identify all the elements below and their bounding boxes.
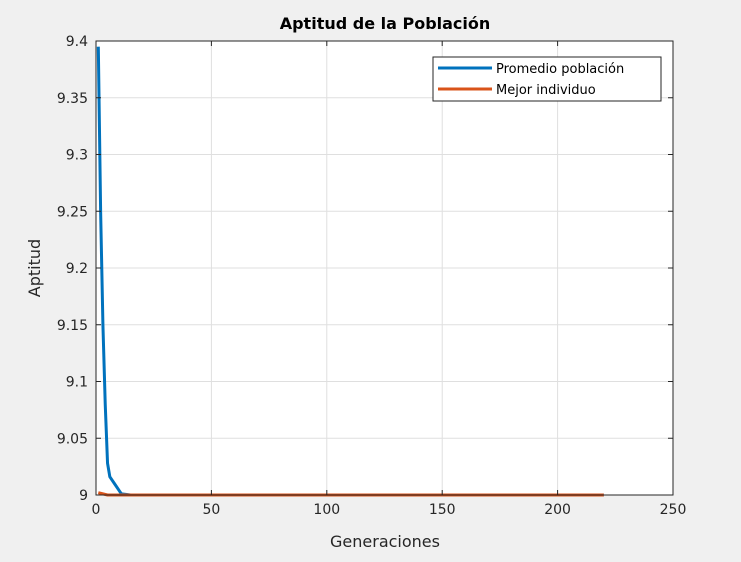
y-tick-label: 9.3	[66, 148, 88, 164]
y-axis-title: Aptitud	[25, 239, 44, 297]
x-tick-label: 200	[544, 502, 571, 518]
y-tick-label: 9.2	[66, 261, 88, 277]
x-tick-label: 250	[660, 502, 687, 518]
x-tick-label: 50	[202, 502, 220, 518]
y-tick-label: 9.4	[66, 34, 88, 50]
tick-labels: 0 50 100 150 200 250 9 9.05 9.1 9.15 9.2 9.25 9.3 9.3…	[57, 34, 687, 518]
chart-title: Aptitud de la Población	[280, 14, 491, 33]
legend-label-mejor: Mejor individuo	[496, 83, 596, 98]
y-tick-label: 9.1	[66, 375, 88, 391]
ticks	[95, 40, 674, 496]
y-tick-label: 9.05	[57, 431, 88, 447]
x-tick-label: 150	[429, 502, 456, 518]
legend-label-promedio: Promedio población	[496, 62, 624, 77]
x-tick-label: 0	[92, 502, 101, 518]
y-tick-label: 9.25	[57, 204, 88, 220]
legend: Promedio población Mejor individuo	[432, 56, 662, 102]
x-tick-label: 100	[313, 502, 340, 518]
legend-box	[432, 56, 662, 102]
y-tick-label: 9.15	[57, 318, 88, 334]
y-tick-label: 9.35	[57, 91, 88, 107]
y-tick-label: 9	[79, 488, 88, 504]
x-axis-title: Generaciones	[330, 532, 440, 551]
